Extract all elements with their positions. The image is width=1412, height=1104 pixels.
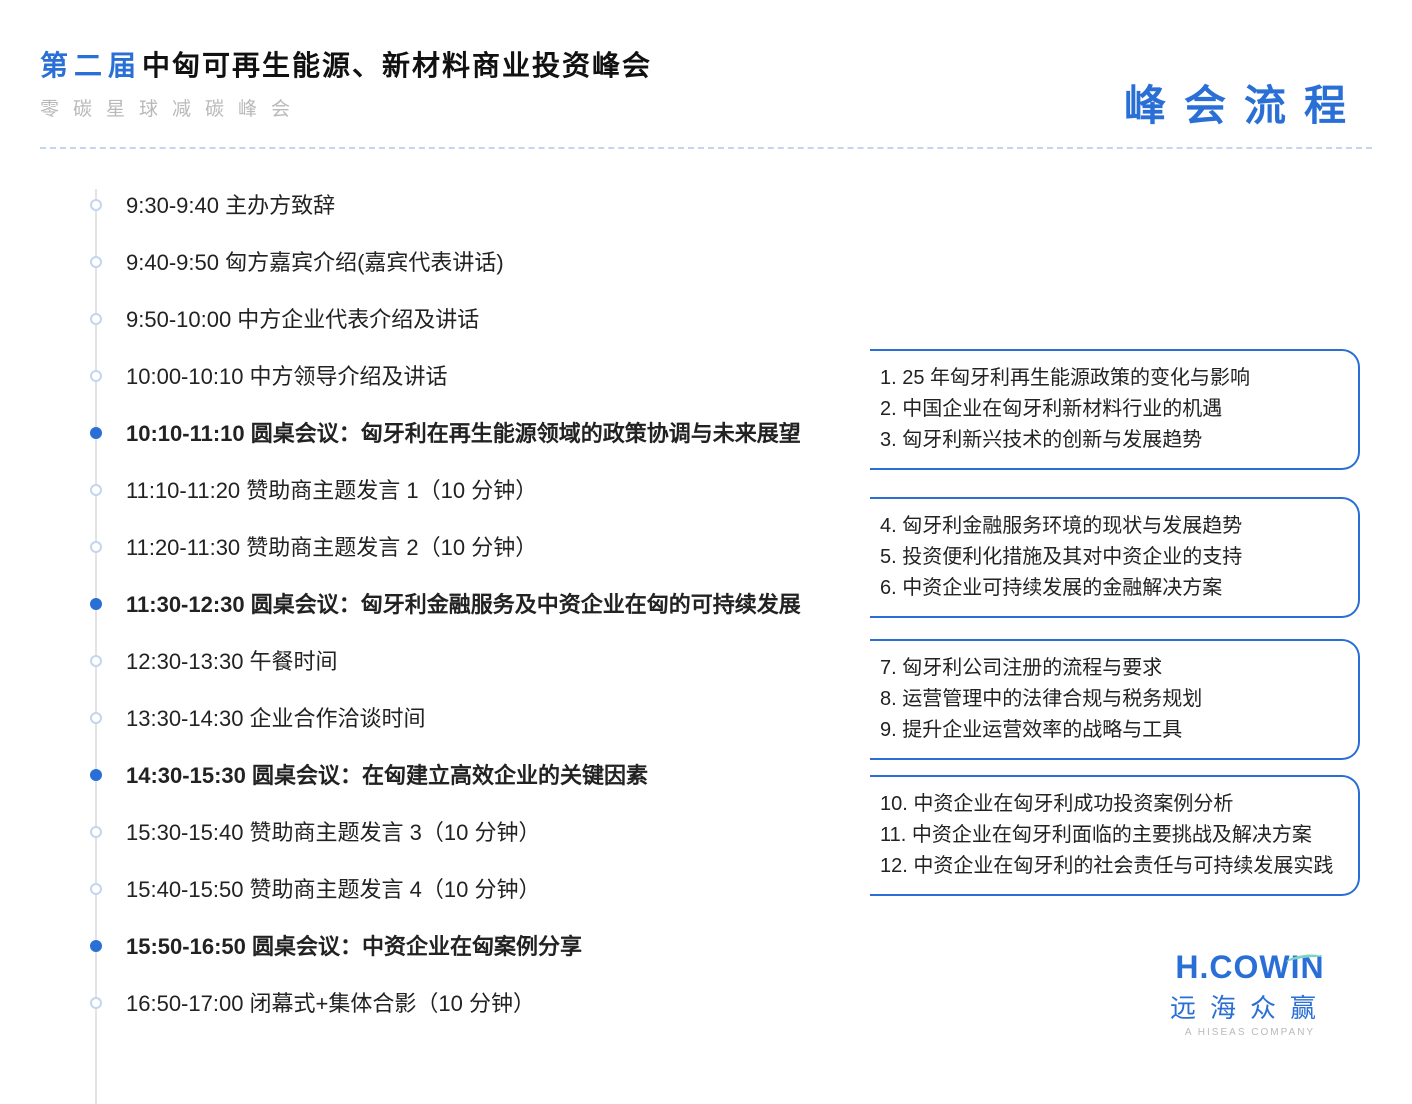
agenda-item: 9:30-9:40 主办方致辞 [90,189,870,222]
timeline-dot-icon [90,541,102,553]
agenda-item-text: 11:20-11:30 赞助商主题发言 2（10 分钟） [126,535,537,560]
timeline-dot-icon [90,598,102,610]
topic-panel-line: 10. 中资企业在匈牙利成功投资案例分析 [880,789,1340,820]
timeline-dot-icon [90,370,102,382]
agenda-item: 9:50-10:00 中方企业代表介绍及讲话 [90,303,870,336]
topic-panel: 1. 25 年匈牙利再生能源政策的变化与影响2. 中国企业在匈牙利新材料行业的机… [870,349,1360,470]
agenda-item-text: 9:30-9:40 主办方致辞 [126,193,335,218]
timeline-dot-icon [90,484,102,496]
agenda-item: 13:30-14:30 企业合作洽谈时间 [90,702,870,735]
topic-panel-line: 11. 中资企业在匈牙利面临的主要挑战及解决方案 [880,820,1340,851]
agenda-item-text: 11:10-11:20 赞助商主题发言 1（10 分钟） [126,478,537,503]
timeline-dot-icon [90,997,102,1009]
timeline-dot-icon [90,712,102,724]
topic-panel-line: 8. 运营管理中的法律合规与税务规划 [880,684,1340,715]
agenda-timeline: 9:30-9:40 主办方致辞 9:40-9:50 匈方嘉宾介绍(嘉宾代表讲话) 9… [90,189,870,1044]
agenda-item: 10:00-10:10 中方领导介绍及讲话 [90,360,870,393]
topic-panel-line: 9. 提升企业运营效率的战略与工具 [880,715,1340,746]
topic-panel: 4. 匈牙利金融服务环境的现状与发展趋势5. 投资便利化措施及其对中资企业的支持… [870,497,1360,618]
agenda-item: 15:50-16:50 圆桌会议：中资企业在匈案例分享 [90,930,870,963]
logo-sub: 远海众赢 [1150,988,1350,1025]
timeline-dot-icon [90,313,102,325]
topic-panel-line: 6. 中资企业可持续发展的金融解决方案 [880,573,1340,604]
topic-panel-line: 12. 中资企业在匈牙利的社会责任与可持续发展实践 [880,851,1340,882]
timeline-dot-icon [90,826,102,838]
timeline-dot-icon [90,427,102,439]
agenda-item-text: 10:10-11:10 圆桌会议：匈牙利在再生能源领域的政策协调与未来展望 [126,421,801,446]
agenda-item: 16:50-17:00 闭幕式+集体合影（10 分钟） [90,987,870,1020]
agenda-item-text: 9:50-10:00 中方企业代表介绍及讲话 [126,307,479,332]
agenda-item-text: 15:40-15:50 赞助商主题发言 4（10 分钟） [126,877,540,902]
agenda-item: 9:40-9:50 匈方嘉宾介绍(嘉宾代表讲话) [90,246,870,279]
agenda-item-text: 14:30-15:30 圆桌会议：在匈建立高效企业的关键因素 [126,763,648,788]
agenda-item-text: 13:30-14:30 企业合作洽谈时间 [126,706,426,731]
company-logo: H.COWIN 远海众赢 A HISEAS COMPANY [1150,949,1350,1038]
agenda-item: 11:10-11:20 赞助商主题发言 1（10 分钟） [90,474,870,507]
timeline-dot-icon [90,655,102,667]
agenda-item-text: 11:30-12:30 圆桌会议：匈牙利金融服务及中资企业在匈的可持续发展 [126,592,801,617]
logo-main: H.COWIN [1150,949,1350,986]
agenda-item: 15:30-15:40 赞助商主题发言 3（10 分钟） [90,816,870,849]
agenda-item-text: 10:00-10:10 中方领导介绍及讲话 [126,364,448,389]
page-title: 第二届中匈可再生能源、新材料商业投资峰会 [40,48,652,84]
agenda-item-text: 15:50-16:50 圆桌会议：中资企业在匈案例分享 [126,934,582,959]
page-subtitle: 零碳星球减碳峰会 [40,94,652,121]
timeline-dot-icon [90,940,102,952]
agenda-item: 14:30-15:30 圆桌会议：在匈建立高效企业的关键因素 [90,759,870,792]
title-rest: 中匈可再生能源、新材料商业投资峰会 [142,50,652,81]
agenda-item-text: 15:30-15:40 赞助商主题发言 3（10 分钟） [126,820,540,845]
content: 9:30-9:40 主办方致辞 9:40-9:50 匈方嘉宾介绍(嘉宾代表讲话) 9… [0,149,1412,1044]
agenda-item-text: 16:50-17:00 闭幕式+集体合影（10 分钟） [126,991,535,1016]
timeline-dot-icon [90,769,102,781]
topic-panel-line: 4. 匈牙利金融服务环境的现状与发展趋势 [880,511,1340,542]
header: 第二届中匈可再生能源、新材料商业投资峰会 零碳星球减碳峰会 峰会流程 [0,0,1412,133]
section-title: 峰会流程 [1124,48,1372,133]
agenda-item: 11:20-11:30 赞助商主题发言 2（10 分钟） [90,531,870,564]
title-prefix: 第二届 [40,50,142,81]
topic-panel: 7. 匈牙利公司注册的流程与要求8. 运营管理中的法律合规与税务规划9. 提升企… [870,639,1360,760]
header-left: 第二届中匈可再生能源、新材料商业投资峰会 零碳星球减碳峰会 [40,48,652,121]
topic-panel-line: 5. 投资便利化措施及其对中资企业的支持 [880,542,1340,573]
logo-tag: A HISEAS COMPANY [1150,1027,1350,1038]
agenda-item-text: 9:40-9:50 匈方嘉宾介绍(嘉宾代表讲话) [126,250,504,275]
agenda-item: 11:30-12:30 圆桌会议：匈牙利金融服务及中资企业在匈的可持续发展 [90,588,870,621]
timeline-dot-icon [90,256,102,268]
timeline-dot-icon [90,883,102,895]
side-panels: 1. 25 年匈牙利再生能源政策的变化与影响2. 中国企业在匈牙利新材料行业的机… [870,189,1372,1044]
topic-panel-line: 2. 中国企业在匈牙利新材料行业的机遇 [880,394,1340,425]
topic-panel-line: 7. 匈牙利公司注册的流程与要求 [880,653,1340,684]
topic-panel: 10. 中资企业在匈牙利成功投资案例分析11. 中资企业在匈牙利面临的主要挑战及… [870,775,1360,896]
topic-panel-line: 1. 25 年匈牙利再生能源政策的变化与影响 [880,363,1340,394]
topic-panel-line: 3. 匈牙利新兴技术的创新与发展趋势 [880,425,1340,456]
agenda-item: 12:30-13:30 午餐时间 [90,645,870,678]
timeline-dot-icon [90,199,102,211]
agenda-item: 15:40-15:50 赞助商主题发言 4（10 分钟） [90,873,870,906]
agenda-item-text: 12:30-13:30 午餐时间 [126,649,338,674]
agenda-item: 10:10-11:10 圆桌会议：匈牙利在再生能源领域的政策协调与未来展望 [90,417,870,450]
